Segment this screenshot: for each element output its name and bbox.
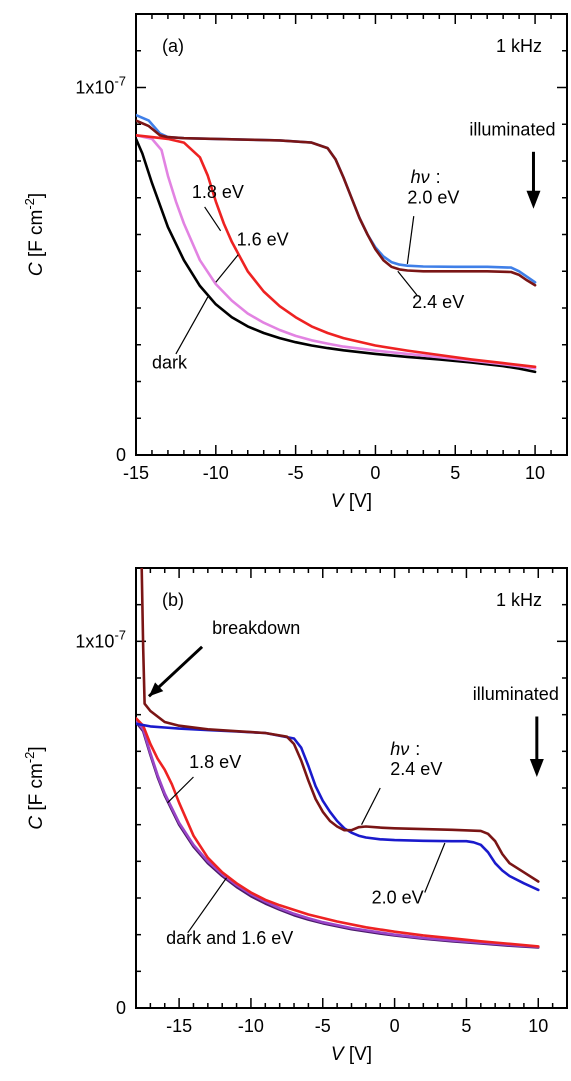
illuminated-arrowhead [529, 759, 544, 777]
annotation-label: 1.6 eV [237, 230, 289, 250]
y-tick-label: 0 [116, 998, 126, 1018]
x-axis-title: V [V] [331, 491, 372, 512]
annotation-label: dark [152, 353, 188, 373]
illuminated-label: illuminated [473, 684, 559, 704]
annotation-leader [204, 206, 222, 232]
x-tick-label: -5 [288, 463, 304, 483]
x-tick-label: -10 [203, 463, 229, 483]
y-tick-label: 1x10-7 [75, 627, 126, 651]
series-line-dark [136, 137, 537, 374]
illuminated-arrowhead [526, 190, 541, 209]
series-line-24-eV [140, 568, 540, 883]
x-tick-label: 0 [390, 1016, 400, 1036]
plot-frame [135, 13, 568, 456]
x-tick-label: 5 [450, 463, 460, 483]
annotation-leader [215, 254, 239, 283]
series-line-18-eV [136, 717, 540, 948]
series-line-20-eV [136, 722, 540, 892]
y-tick-label: 1x10-7 [75, 74, 126, 98]
x-tick-label: -10 [238, 1016, 264, 1036]
frequency-label: 1 kHz [496, 590, 542, 610]
series-line-16-eV [136, 718, 540, 949]
hv-label: hν: [411, 167, 441, 187]
annotation-arrowhead [148, 682, 164, 697]
x-tick-label: -5 [315, 1016, 331, 1036]
x-tick-label: 0 [370, 463, 380, 483]
chart-panel-1: -15 -10 -5 0 5 10 0 1x10-7 V [V] C [F cm-2] (b) 1 k… [22, 567, 568, 1065]
y-tick-label: 0 [116, 445, 126, 465]
hv-label: hν: [390, 739, 420, 759]
y-axis-title: C [F cm-2] [22, 193, 47, 276]
x-tick-label: -15 [123, 463, 149, 483]
annotation-leader [397, 270, 418, 296]
annotation-label: 1.8 eV [189, 752, 241, 772]
x-tick-label: 5 [461, 1016, 471, 1036]
series-group [136, 568, 540, 949]
annotation-label: 2.0 eV [372, 888, 424, 908]
annotation-leader [175, 296, 209, 355]
hv-value-label: 2.4 eV [390, 759, 442, 779]
annotation-label: 2.4 eV [412, 292, 464, 312]
panel-label: (a) [162, 36, 184, 56]
x-tick-label: 10 [525, 463, 545, 483]
series-line-18-eV [136, 134, 537, 369]
hv-value-label: 2.0 eV [407, 187, 459, 207]
series-line-24-eV [136, 119, 537, 287]
y-axis-title: C [F cm-2] [22, 746, 47, 829]
chart-panel-0: -15 -10 -5 0 5 10 0 1x10-7 V [V] C [F cm-2] (a) 1 k… [22, 13, 568, 512]
series-line-16-eV [136, 134, 537, 370]
panel-label: (b) [162, 590, 184, 610]
series-group [136, 113, 537, 374]
x-tick-label: 10 [528, 1016, 548, 1036]
annotation-label: dark and 1.6 eV [166, 928, 293, 948]
hv-value-leader [361, 787, 381, 825]
frequency-label: 1 kHz [496, 36, 542, 56]
annotation-leader [167, 776, 194, 804]
annotation-leader [424, 842, 446, 893]
hv-value-leader [406, 216, 415, 264]
annotation-label: 1.8 eV [192, 182, 244, 202]
illuminated-label: illuminated [469, 119, 555, 139]
annotation-label: breakdown [212, 618, 300, 638]
annotation-leader [187, 877, 228, 934]
x-tick-label: -15 [166, 1016, 192, 1036]
x-axis-title: V [V] [331, 1044, 372, 1065]
